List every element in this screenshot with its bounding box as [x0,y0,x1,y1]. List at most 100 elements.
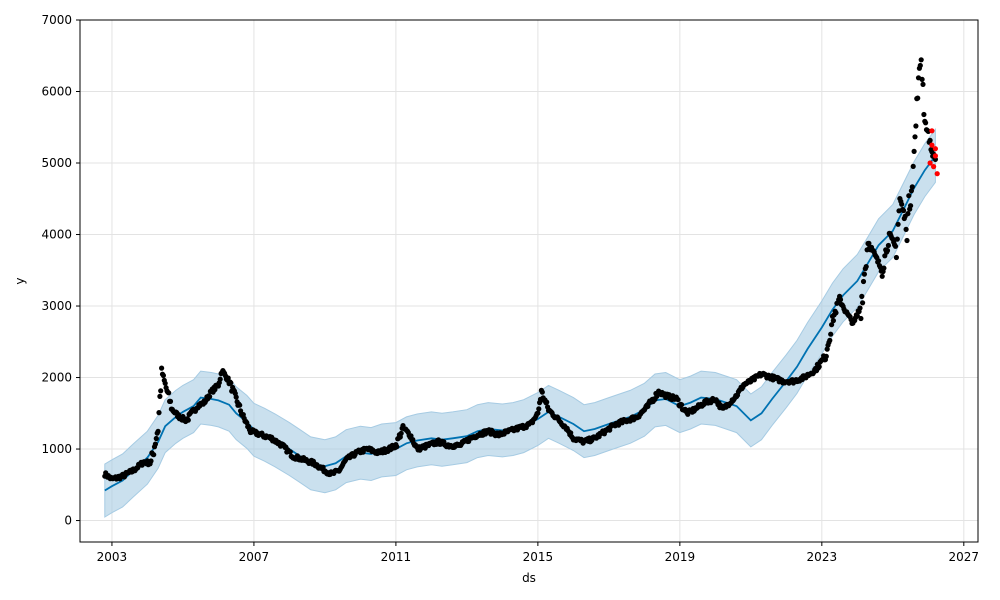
actual-point [923,120,929,126]
actual-point [918,57,924,63]
actual-point [881,265,887,271]
y-tick-label: 0 [64,514,72,528]
actual-point [910,163,916,169]
x-tick-label: 2023 [807,550,838,564]
actual-point [860,300,866,306]
actual-point [185,417,191,423]
actual-point [859,293,865,299]
actual-point [879,273,885,279]
actual-point [287,449,293,455]
x-axis-label: ds [522,571,536,585]
x-tick-label: 2019 [665,550,696,564]
x-tick-label: 2011 [381,550,412,564]
actual-point [904,237,910,244]
actual-point [863,264,869,270]
actual-point [894,236,900,242]
actual-point [854,313,860,319]
actual-point [152,441,158,447]
uncertainty-band [104,127,936,518]
actual-point [228,380,234,386]
actual-point [866,240,872,246]
highlight-point [932,146,939,152]
forecast-line [104,155,937,492]
actual-point [816,364,822,370]
actual-point [913,123,919,129]
actual-point [905,211,911,217]
highlight-point [934,171,940,177]
actual-point [151,452,157,458]
actual-point [162,380,168,386]
actual-point [155,428,161,434]
actual-point [160,372,166,379]
highlight-point [927,160,933,166]
actual-point [893,254,900,261]
actual-point [159,365,165,371]
actual-point [927,137,933,143]
x-tick-label: 2027 [949,550,980,564]
highlight-point [929,142,935,148]
actual-point [837,297,844,303]
actual-point [829,322,835,328]
x-axis: 2003 2007 2011 2015 2019 2023 2027 [97,542,979,564]
actual-point [833,310,839,316]
plot-frame [79,19,979,543]
uncertainty-band-area [104,127,936,518]
actual-point [207,394,213,400]
actual-point [921,111,927,118]
actual-point [857,305,863,311]
actual-point [233,394,239,400]
highlight-point [931,164,937,170]
y-tick-label: 4000 [41,228,72,242]
actual-point [156,410,162,416]
actual-point [908,203,914,209]
y-tick-label: 1000 [41,442,72,456]
grid [80,19,978,542]
actual-point [398,430,404,436]
actual-point [915,95,921,101]
actual-point [153,435,159,442]
y-tick-label: 7000 [41,13,72,27]
x-tick-label: 2007 [239,550,270,564]
actual-point [917,62,923,69]
y-tick-label: 2000 [41,371,72,385]
actual-point [909,184,915,190]
actual-point [539,389,545,395]
actual-point [167,398,174,404]
actual-point [217,376,223,382]
actual-point [858,315,864,322]
actual-point [157,393,163,399]
highlight-point [929,128,935,134]
actual-point [158,388,164,394]
actual-point [920,81,926,87]
actual-point [876,258,882,264]
actual-point [912,134,918,140]
actual-point [903,226,909,232]
actual-point [237,402,243,408]
y-tick-label: 5000 [41,156,72,170]
actual-point [906,193,912,199]
actual-point [675,397,681,403]
actual-point [892,243,899,249]
x-tick-label: 2015 [523,550,554,564]
actual-point [827,337,833,343]
actual-point [828,331,834,337]
actual-point [899,201,905,207]
actual-point [885,242,892,249]
y-tick-label: 3000 [41,299,72,313]
actual-point [225,375,231,381]
actual-point [860,278,867,285]
actual-point [394,444,400,450]
actual-point [884,247,891,254]
actual-point [166,390,172,396]
actual-point [823,353,829,359]
actual-point [824,346,830,352]
y-axis: 0 1000 2000 3000 4000 5000 6000 7000 [41,13,80,528]
actual-point [535,410,541,416]
actual-point [908,188,915,194]
actual-point [830,318,837,324]
actual-point [900,207,907,214]
actual-point [148,458,154,464]
highlight-points [927,128,940,177]
actual-point [895,221,901,227]
